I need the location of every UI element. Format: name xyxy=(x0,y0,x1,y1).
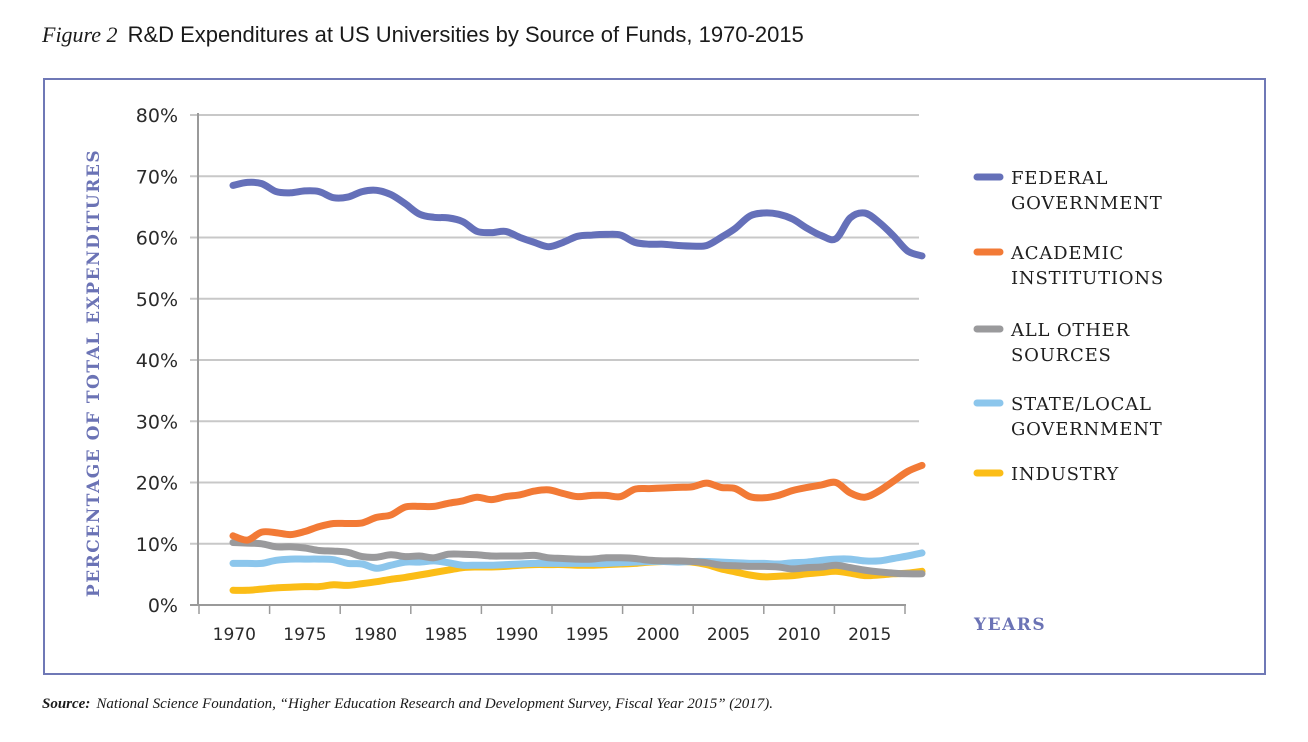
source-label: Source: xyxy=(42,696,91,712)
figure-number: Figure 2 xyxy=(42,22,118,47)
legend-label: INSTITUTIONS xyxy=(1011,268,1164,289)
series-lines xyxy=(229,178,926,594)
legend-label: ALL OTHER xyxy=(1010,320,1130,341)
legend-item-federal-government: FEDERAL GOVERNMENT xyxy=(973,168,1163,214)
y-tick-label: 0% xyxy=(148,595,178,617)
axes xyxy=(190,113,906,614)
y-tick-label: 30% xyxy=(136,411,178,433)
x-tick-label: 1990 xyxy=(495,625,538,645)
y-tick-labels: 0% 10% 20% 30% 40% 50% 60% 70% 80% xyxy=(136,105,178,617)
series-line-federal-government xyxy=(229,178,926,260)
x-tick-label: 1995 xyxy=(566,625,609,645)
y-tick-label: 10% xyxy=(136,534,178,556)
x-tick-label: 2015 xyxy=(848,625,891,645)
figure-title-text: R&D Expenditures at US Universities by S… xyxy=(127,22,804,47)
legend-label: GOVERNMENT xyxy=(1011,419,1163,440)
y-tick-label: 70% xyxy=(136,166,178,188)
source-note: Source: National Science Foundation, “Hig… xyxy=(42,696,773,713)
legend-label: FEDERAL xyxy=(1011,168,1108,189)
legend-label: GOVERNMENT xyxy=(1011,193,1163,214)
figure-title: Figure 2 R&D Expenditures at US Universit… xyxy=(42,22,804,48)
legend: FEDERAL GOVERNMENT ACADEMIC INSTITUTIONS ALL… xyxy=(973,168,1164,485)
legend-label: SOURCES xyxy=(1011,345,1112,366)
legend-label: STATE/LOCAL xyxy=(1011,394,1152,415)
y-tick-label: 40% xyxy=(136,350,178,372)
legend-item-state-local-government: STATE/LOCAL GOVERNMENT xyxy=(973,394,1163,440)
x-tick-label: 1985 xyxy=(424,625,467,645)
x-tick-label: 2010 xyxy=(777,625,820,645)
x-tick-labels: 1970 1975 1980 1985 1990 1995 2000 2005 2010 2015 xyxy=(213,625,892,645)
gridlines xyxy=(190,114,919,545)
y-tick-label: 20% xyxy=(136,473,178,495)
legend-item-industry: INDUSTRY xyxy=(973,464,1119,485)
y-tick-label: 60% xyxy=(136,228,178,250)
legend-item-all-other-sources: ALL OTHER SOURCES xyxy=(973,320,1130,366)
series-line-all-other-sources xyxy=(229,539,926,578)
x-axis-title: YEARS xyxy=(973,615,1046,635)
y-axis-title: PERCENTAGE OF TOTAL EXPENDITURES xyxy=(84,149,104,597)
x-tick-label: 1970 xyxy=(213,625,256,645)
legend-label: ACADEMIC xyxy=(1010,243,1124,264)
x-tick-label: 1975 xyxy=(283,625,326,645)
series-line-academic-institutions xyxy=(229,461,926,544)
source-text: National Science Foundation, “Higher Edu… xyxy=(96,696,774,712)
series-line-state-local-government xyxy=(229,549,926,572)
x-tick-label: 2005 xyxy=(707,625,750,645)
y-tick-label: 80% xyxy=(136,105,178,127)
x-tick-label: 2000 xyxy=(636,625,679,645)
chart-frame xyxy=(43,78,1266,675)
legend-label: INDUSTRY xyxy=(1011,464,1119,485)
y-tick-label: 50% xyxy=(136,289,178,311)
legend-item-academic-institutions: ACADEMIC INSTITUTIONS xyxy=(973,243,1164,289)
x-tick-label: 1980 xyxy=(354,625,397,645)
